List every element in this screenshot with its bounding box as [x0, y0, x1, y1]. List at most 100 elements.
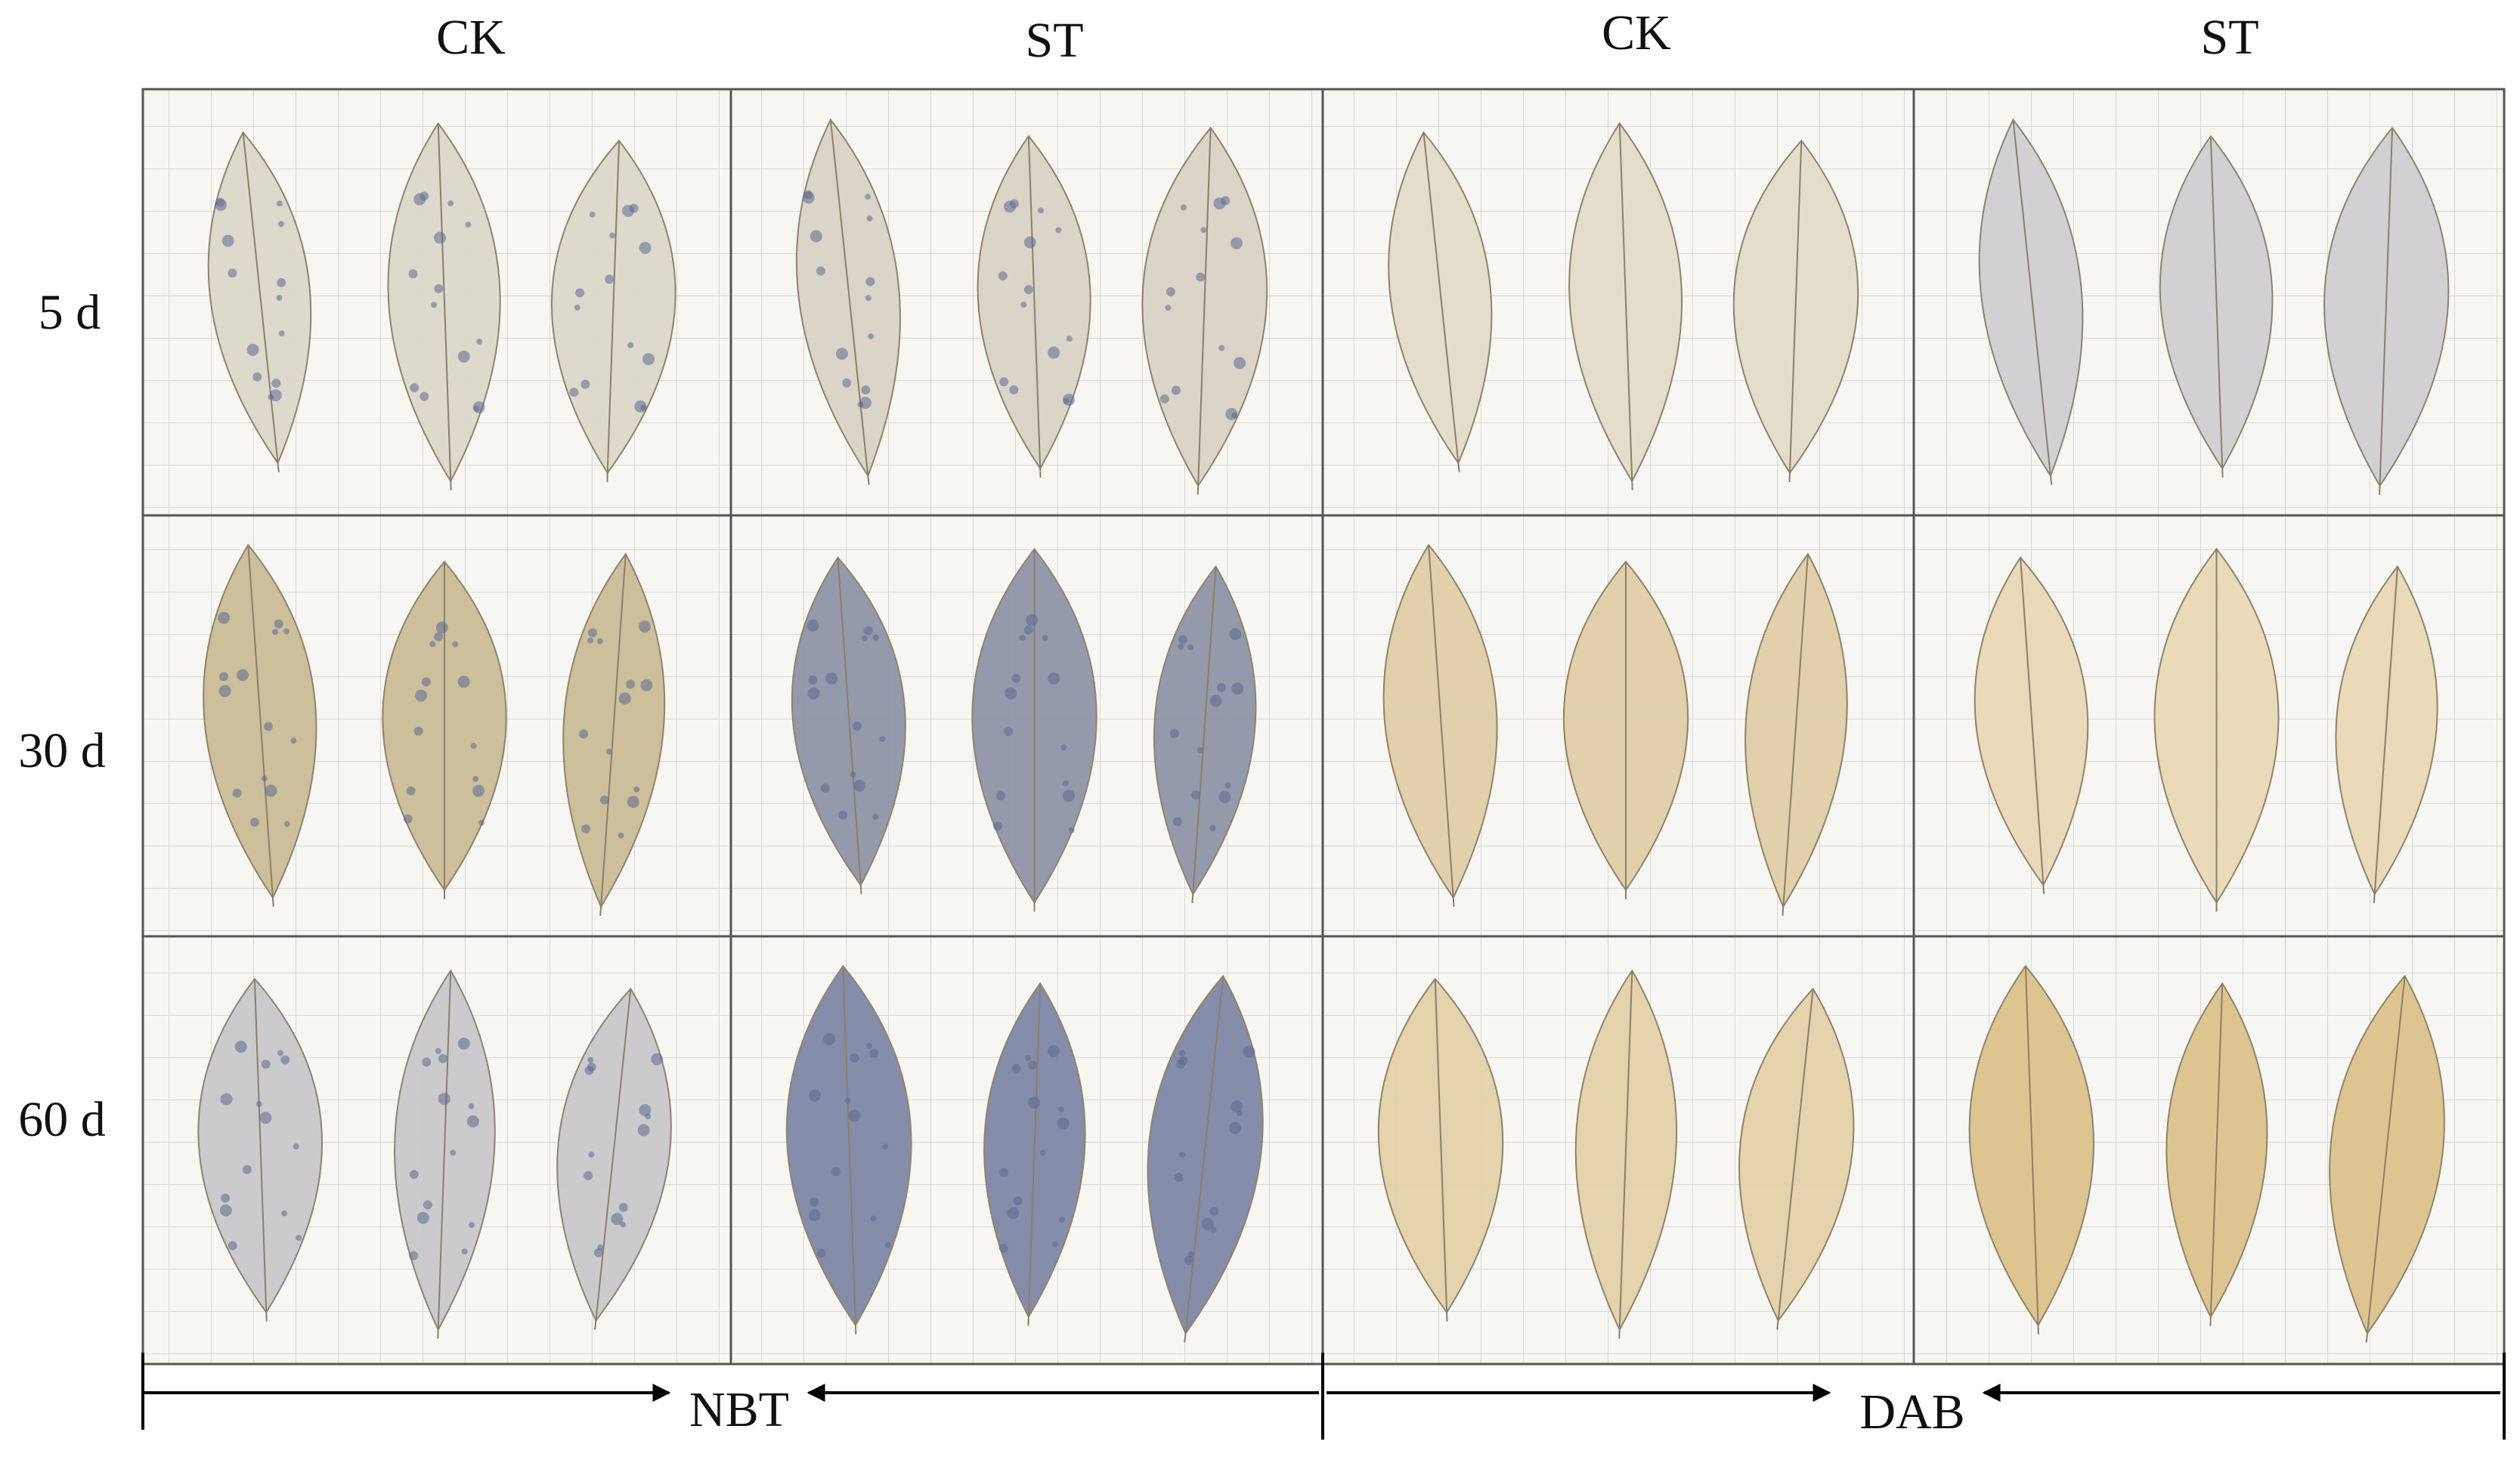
leaf [795, 118, 901, 485]
stain-spot [1218, 790, 1231, 803]
stain-spot [574, 305, 580, 311]
stain-spot [1026, 614, 1039, 626]
stain-spot [1005, 687, 1017, 700]
stain-spot [429, 641, 436, 648]
stain-spot [609, 232, 616, 239]
leaf [1738, 987, 1855, 1330]
stain-spot [1048, 672, 1060, 685]
leaf [983, 982, 1086, 1326]
leaf [977, 135, 1091, 478]
stain-spot [452, 641, 459, 648]
stain-spot [1169, 728, 1179, 738]
stain-spot [599, 795, 609, 805]
leaf [387, 122, 501, 490]
stain-spot [430, 302, 437, 308]
leaf [550, 139, 676, 482]
row-label: 60 d [18, 1092, 106, 1147]
stain-spot [850, 771, 856, 778]
leaf-vein [1197, 128, 1212, 495]
leaf [2159, 135, 2274, 478]
stain-spot [421, 677, 431, 687]
stain-spot [816, 266, 825, 276]
stain-spot [999, 377, 1009, 387]
bracket-lines [141, 1353, 2506, 1440]
stain-spot [228, 1241, 237, 1251]
stain-spot [1058, 1106, 1065, 1113]
stain-spot [438, 1093, 450, 1106]
stain-spot [844, 1097, 851, 1104]
stain-spot [1055, 227, 1062, 234]
stain-spot [1057, 1117, 1070, 1130]
stain-spot [472, 775, 479, 782]
stain-spot [296, 1234, 302, 1241]
leaf-vein [2012, 119, 2053, 485]
stain-spot [863, 626, 873, 636]
leaf-vein [2020, 557, 2045, 895]
stain-spot [575, 288, 585, 298]
stain-spot [587, 628, 597, 638]
stain-spot [872, 634, 879, 641]
leaf-vein [2209, 983, 2224, 1326]
leaf [394, 969, 496, 1339]
stain-spot [1196, 272, 1206, 282]
stain-spot [1209, 824, 1216, 831]
stain-spot [1048, 346, 1060, 359]
stain-spot [842, 378, 852, 388]
stain-spot [810, 230, 822, 243]
stain-spot [593, 1248, 603, 1257]
stain-spot [820, 783, 830, 793]
stain-spot [219, 1204, 232, 1217]
stain-spot [447, 200, 454, 207]
stain-spot [276, 295, 283, 302]
leaf-vein [1027, 983, 1042, 1326]
stain-spot [806, 619, 819, 632]
stain-spot [809, 1089, 822, 1102]
stain-spot [1184, 1255, 1193, 1265]
stain-spot [1231, 237, 1243, 249]
leaf-vein [1618, 123, 1633, 490]
stain-spot [1231, 682, 1244, 695]
stain-spot [415, 689, 428, 702]
stain-spot [995, 791, 1005, 801]
leaf [1147, 974, 1264, 1343]
stain-spot [220, 1093, 233, 1106]
stain-spot [419, 191, 429, 201]
stain-spot [246, 343, 259, 356]
leaf [1568, 122, 1683, 490]
stain-spot [283, 821, 290, 827]
leaf-vein [1184, 976, 1224, 1343]
stain-spot [1224, 782, 1231, 789]
stain-spot [466, 1115, 479, 1127]
stain-spot [438, 1053, 447, 1063]
leaf [1141, 126, 1268, 495]
stain-spot [634, 400, 647, 413]
stain-spot [865, 1043, 872, 1050]
leaf [1974, 556, 2089, 895]
stain-spot [1042, 635, 1048, 642]
stain-spot [272, 629, 279, 636]
stain-spot [882, 1143, 889, 1150]
leaf-vein [253, 979, 268, 1322]
stain-spot [620, 1221, 627, 1228]
leaf-vein [1782, 554, 1809, 916]
stain-spot [1218, 345, 1225, 351]
stain-spot [1038, 207, 1045, 214]
stain-spot [461, 1248, 468, 1255]
stain-spot [237, 669, 249, 682]
stain-spot [234, 1041, 247, 1053]
leaf-vein [2024, 966, 2039, 1335]
stain-spot [410, 383, 419, 393]
stain-spot [618, 832, 624, 839]
stain-spot [1171, 385, 1181, 395]
stain-spot [879, 735, 886, 742]
stain-spot [457, 676, 470, 688]
stain-spot [803, 190, 813, 200]
stain-spot [1023, 625, 1033, 635]
leaf [1978, 118, 2084, 485]
stain-spot [215, 197, 225, 207]
leaf-vein [1776, 988, 1814, 1330]
leaf-vein [1788, 141, 1803, 482]
stain-spot [263, 722, 273, 732]
stain-spot [1201, 1217, 1214, 1230]
stain-spot [580, 379, 590, 389]
